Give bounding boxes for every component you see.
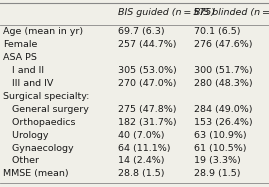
Text: 284 (49.0%): 284 (49.0%) <box>194 105 252 114</box>
Text: III and IV: III and IV <box>3 79 53 88</box>
Text: BIS blinded (n = 580): BIS blinded (n = 580) <box>194 8 269 17</box>
Text: Female: Female <box>3 40 37 49</box>
Text: MMSE (mean): MMSE (mean) <box>3 169 68 178</box>
Text: 63 (10.9%): 63 (10.9%) <box>194 131 246 140</box>
Text: 61 (10.5%): 61 (10.5%) <box>194 144 246 153</box>
Text: 28.8 (1.5): 28.8 (1.5) <box>118 169 165 178</box>
Text: 70.1 (6.5): 70.1 (6.5) <box>194 27 240 36</box>
Text: 305 (53.0%): 305 (53.0%) <box>118 66 177 75</box>
Text: General surgery: General surgery <box>3 105 89 114</box>
Text: Age (mean in yr): Age (mean in yr) <box>3 27 83 36</box>
Text: Urology: Urology <box>3 131 48 140</box>
Text: 153 (26.4%): 153 (26.4%) <box>194 118 252 127</box>
Text: 300 (51.7%): 300 (51.7%) <box>194 66 252 75</box>
Text: Other: Other <box>3 157 39 165</box>
Text: ASA PS: ASA PS <box>3 53 37 62</box>
Text: 40 (7.0%): 40 (7.0%) <box>118 131 165 140</box>
Text: Orthopaedics: Orthopaedics <box>3 118 75 127</box>
Text: 14 (2.4%): 14 (2.4%) <box>118 157 165 165</box>
Text: 182 (31.7%): 182 (31.7%) <box>118 118 177 127</box>
Text: 257 (44.7%): 257 (44.7%) <box>118 40 177 49</box>
Text: 275 (47.8%): 275 (47.8%) <box>118 105 177 114</box>
Text: 280 (48.3%): 280 (48.3%) <box>194 79 252 88</box>
Text: 28.9 (1.5): 28.9 (1.5) <box>194 169 240 178</box>
Text: 64 (11.1%): 64 (11.1%) <box>118 144 171 153</box>
Text: Gynaecology: Gynaecology <box>3 144 73 153</box>
Text: 69.7 (6.3): 69.7 (6.3) <box>118 27 165 36</box>
Text: 270 (47.0%): 270 (47.0%) <box>118 79 177 88</box>
Text: I and II: I and II <box>3 66 44 75</box>
Text: 276 (47.6%): 276 (47.6%) <box>194 40 252 49</box>
Text: BIS guided (n = 575): BIS guided (n = 575) <box>118 8 215 17</box>
Text: Surgical specialty:: Surgical specialty: <box>3 92 89 101</box>
Text: 19 (3.3%): 19 (3.3%) <box>194 157 240 165</box>
